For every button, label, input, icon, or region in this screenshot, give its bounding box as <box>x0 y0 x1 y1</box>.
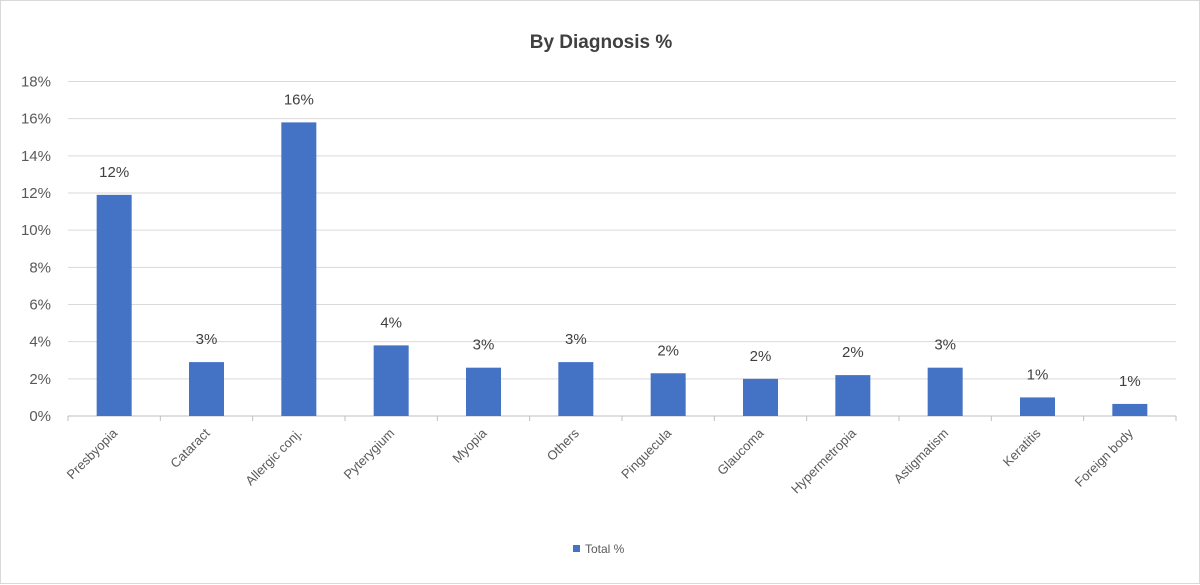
bar <box>466 367 501 416</box>
x-category-label: Astigmatism <box>891 426 952 487</box>
data-label: 16% <box>284 91 314 108</box>
y-tick-label: 2% <box>29 371 51 388</box>
bar <box>1112 403 1148 416</box>
x-category-label: Keratitis <box>1000 425 1044 469</box>
y-tick-label: 6% <box>29 297 51 314</box>
data-label: 3% <box>196 331 218 348</box>
bar <box>281 122 317 416</box>
legend-swatch <box>573 545 580 552</box>
bar <box>650 373 686 416</box>
y-tick-label: 0% <box>29 408 51 425</box>
bar <box>927 367 963 416</box>
bar <box>189 362 224 416</box>
x-category-label: Glaucoma <box>714 425 767 478</box>
x-category-label: Others <box>544 425 583 464</box>
data-label: 12% <box>99 164 129 181</box>
data-label: 2% <box>842 344 864 361</box>
bar <box>835 375 871 416</box>
x-category-label: Presbyopia <box>64 425 121 482</box>
y-tick-label: 4% <box>29 334 51 351</box>
x-category-label: Pyterygium <box>341 426 398 483</box>
bar <box>96 194 132 416</box>
y-tick-label: 14% <box>21 148 51 165</box>
x-category-label: Hypermetropia <box>788 425 859 496</box>
bar <box>743 378 778 416</box>
x-category-label: Cataract <box>167 425 213 471</box>
data-label: 1% <box>1027 366 1049 383</box>
data-label: 3% <box>934 337 956 354</box>
y-tick-label: 10% <box>21 222 51 239</box>
legend: Total % <box>573 542 625 556</box>
bar <box>1020 397 1055 416</box>
x-category-label: Allergic conj. <box>242 426 305 489</box>
legend-label: Total % <box>585 542 625 556</box>
x-category-label: Foreign body <box>1072 425 1137 490</box>
data-label: 1% <box>1119 373 1141 390</box>
y-tick-label: 12% <box>21 185 51 202</box>
x-category-label: Pinguecula <box>618 425 675 482</box>
x-category-label: Myopia <box>449 425 490 466</box>
y-tick-label: 8% <box>29 259 51 276</box>
data-label: 3% <box>565 331 587 348</box>
bar <box>558 362 594 416</box>
y-tick-label: 16% <box>21 111 51 128</box>
chart-title: By Diagnosis % <box>530 32 673 53</box>
y-tick-label: 18% <box>21 74 51 91</box>
bar <box>373 345 409 416</box>
data-label: 2% <box>657 342 679 359</box>
data-label: 3% <box>473 337 495 354</box>
data-label: 2% <box>750 348 772 365</box>
data-label: 4% <box>380 314 402 331</box>
